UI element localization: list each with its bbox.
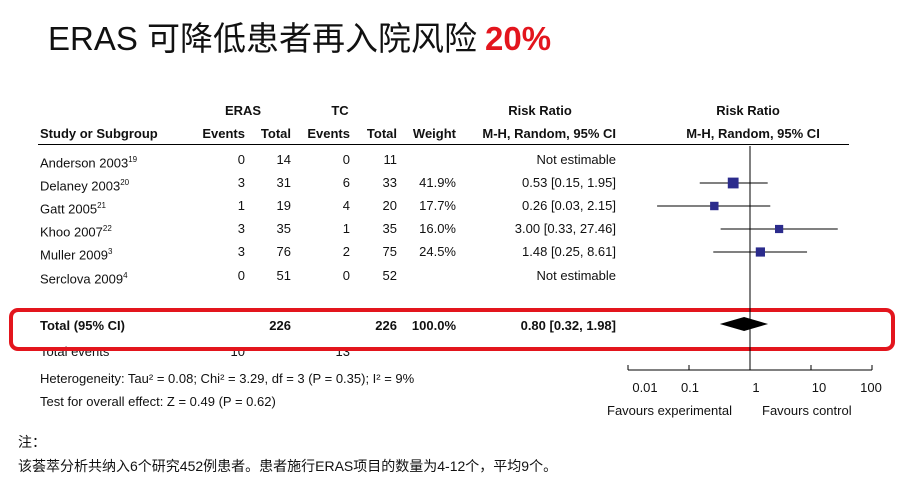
total-risk-ratio-ci: 0.80 [0.32, 1.98] — [520, 318, 616, 333]
slide-title: ERAS 可降低患者再入院风险 20% — [48, 12, 551, 60]
events-eras: 3 — [237, 221, 245, 236]
risk-ratio-ci: 1.48 [0.25, 8.61] — [522, 244, 616, 259]
header-weight: Weight — [412, 126, 456, 141]
events-tc: 0 — [342, 152, 350, 167]
x-axis-ticks — [627, 365, 873, 370]
total-eras: 19 — [276, 198, 291, 213]
events-eras: 3 — [237, 175, 245, 190]
total-eras: 76 — [276, 244, 291, 259]
events-tc: 4 — [342, 198, 350, 213]
header-plot-method: M-H, Random, 95% CI — [686, 126, 820, 141]
total-tc: 35 — [382, 221, 397, 236]
risk-ratio-ci: Not estimable — [536, 152, 616, 167]
note-label: 注： — [18, 434, 46, 450]
total-eras: 14 — [276, 152, 291, 167]
events-tc: 1 — [342, 221, 350, 236]
x-tick-label: 100 — [860, 380, 882, 395]
overall-effect-text: Test for overall effect: Z = 0.49 (P = 0… — [40, 394, 276, 409]
x-tick-label: 1 — [752, 380, 760, 395]
weight: 41.9% — [419, 175, 456, 190]
group-header-tc: TC — [331, 103, 349, 118]
study-name: Gatt 200521 — [40, 201, 107, 217]
total-tc: 11 — [383, 152, 398, 167]
header-events-tc: Events — [307, 126, 350, 141]
total-eras: 31 — [276, 175, 291, 190]
events-eras: 3 — [237, 244, 245, 259]
total-tc: 226 — [375, 318, 397, 333]
effect-size-square — [710, 201, 719, 211]
events-eras: 0 — [237, 268, 245, 283]
events-tc: 6 — [342, 175, 350, 190]
total-tc: 75 — [382, 244, 397, 259]
header-events-eras: Events — [202, 126, 245, 141]
events-tc: 0 — [342, 268, 350, 283]
note-text: 该荟萃分析共纳入6个研究452例患者。患者施行ERAS项目的数量为4-12个，平… — [18, 458, 558, 474]
favours-right-label: Favours control — [762, 403, 852, 418]
weight: 16.0% — [419, 221, 456, 236]
group-header-eras: ERAS — [224, 103, 262, 118]
effect-size-square — [775, 224, 784, 234]
header-rr-method: M-H, Random, 95% CI — [482, 126, 616, 141]
header-total-eras: Total — [260, 126, 291, 141]
events-eras: 1 — [237, 198, 245, 213]
x-tick-label: 0.1 — [680, 380, 700, 395]
effect-size-square — [727, 177, 739, 189]
total-label: Total (95% CI) — [40, 318, 125, 333]
total-tc: 52 — [382, 268, 397, 283]
total-eras: 35 — [276, 221, 291, 236]
events-tc: 2 — [342, 244, 350, 259]
total-diamond — [719, 317, 769, 331]
total-tc: 20 — [382, 198, 397, 213]
study-marks — [657, 177, 838, 257]
risk-ratio-ci: 0.53 [0.15, 1.95] — [522, 175, 616, 190]
weight: 24.5% — [419, 244, 456, 259]
risk-ratio-ci: 0.26 [0.03, 2.15] — [522, 198, 616, 213]
x-tick-label: 10 — [811, 380, 827, 395]
weight: 17.7% — [419, 198, 456, 213]
study-name: Delaney 200320 — [40, 178, 130, 194]
risk-ratio-ci: 3.00 [0.33, 27.46] — [514, 221, 616, 236]
title-text: ERAS 可降低患者再入院风险 — [48, 20, 478, 57]
heterogeneity-text: Heterogeneity: Tau² = 0.08; Chi² = 3.29,… — [40, 371, 415, 386]
total-eras: 51 — [276, 268, 291, 283]
study-name: Khoo 200722 — [40, 224, 112, 240]
header-study: Study or Subgroup — [40, 126, 158, 141]
study-name: Muller 20093 — [40, 247, 113, 263]
header-total-tc: Total — [366, 126, 397, 141]
header-plot-risk-ratio: Risk Ratio — [716, 103, 780, 118]
header-rule — [38, 144, 849, 145]
header-risk-ratio: Risk Ratio — [508, 103, 572, 118]
total-tc: 33 — [382, 175, 397, 190]
events-eras: 0 — [237, 152, 245, 167]
risk-ratio-ci: Not estimable — [536, 268, 616, 283]
study-name: Serclova 20094 — [40, 271, 128, 287]
title-highlight: 20% — [485, 20, 552, 57]
favours-left-label: Favours experimental — [607, 403, 732, 418]
total-highlight-box — [9, 308, 895, 351]
study-name: Anderson 200319 — [40, 155, 138, 171]
total-weight: 100.0% — [411, 318, 456, 333]
total-eras: 226 — [269, 318, 291, 333]
x-tick-label: 0.01 — [632, 380, 658, 395]
effect-size-square — [755, 247, 765, 257]
